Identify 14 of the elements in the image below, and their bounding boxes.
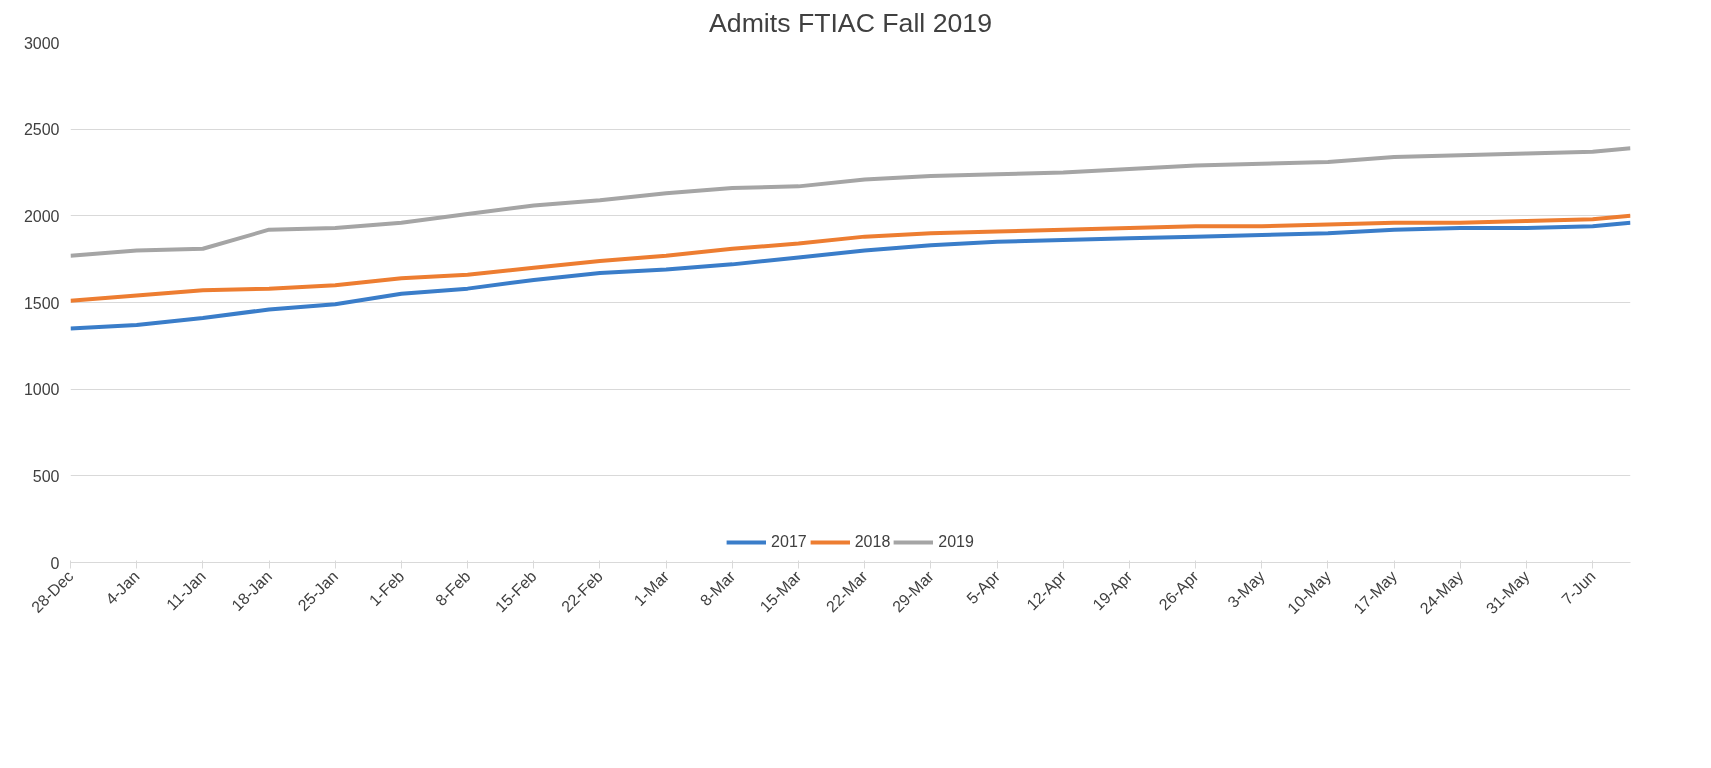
y-tick-label: 2000 <box>23 207 60 225</box>
legend-label: 2017 <box>771 533 807 551</box>
y-tick-label: 1000 <box>23 381 60 399</box>
y-tick-label: 2500 <box>23 121 60 139</box>
line-series <box>70 146 1631 258</box>
y-tick-label: 1500 <box>23 294 60 312</box>
y-tick-label: 3000 <box>23 34 60 52</box>
y-tick-label: 500 <box>32 467 60 485</box>
line-series <box>70 213 1631 303</box>
legend-label: 2018 <box>854 533 891 551</box>
line-series <box>70 220 1631 331</box>
chart-title: Admits FTIAC Fall 2019 <box>709 7 992 38</box>
legend-label: 2019 <box>938 533 974 551</box>
y-tick-label: 0 <box>50 554 60 572</box>
